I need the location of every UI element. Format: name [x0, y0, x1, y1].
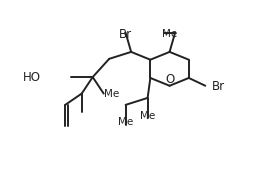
Text: Me: Me: [118, 117, 133, 127]
Text: O: O: [165, 73, 174, 86]
Text: Br: Br: [119, 29, 132, 41]
Text: Me: Me: [140, 111, 155, 121]
Text: Br: Br: [212, 80, 225, 93]
Text: Me: Me: [104, 89, 119, 99]
Text: HO: HO: [23, 71, 41, 84]
Text: Me: Me: [162, 29, 177, 39]
